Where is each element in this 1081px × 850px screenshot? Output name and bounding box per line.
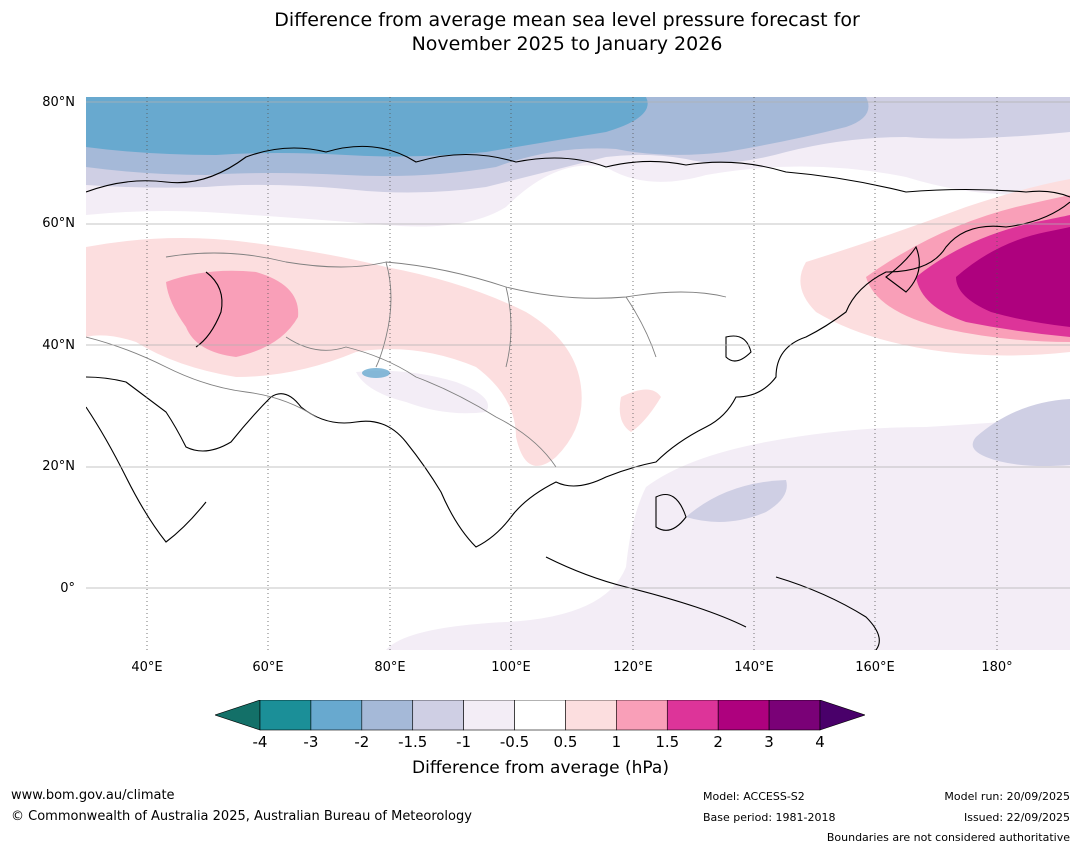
footer-website[interactable]: www.bom.gov.au/climate bbox=[11, 788, 175, 803]
map-svg bbox=[86, 97, 1070, 650]
colorbar-tick-label: 4 bbox=[815, 733, 825, 751]
colorbar-tick-label: -1 bbox=[456, 733, 472, 751]
footer-boundaries-note: Boundaries are not considered authoritat… bbox=[826, 831, 1070, 844]
footer-base-period: Base period: 1981-2018 bbox=[703, 811, 836, 824]
colorbar-tick-label: 2 bbox=[713, 733, 723, 751]
colorbar-tick-label: 1.5 bbox=[655, 733, 680, 751]
colorbar-segment bbox=[717, 699, 770, 731]
anomaly-region-plus-0.5-east-china bbox=[619, 389, 661, 432]
title-line-2: November 2025 to January 2026 bbox=[411, 33, 723, 55]
footer-issued: Issued: 22/09/2025 bbox=[963, 811, 1070, 824]
colorbar bbox=[214, 699, 866, 732]
colorbar-svg bbox=[214, 699, 866, 731]
chart-title: Difference from average mean sea level p… bbox=[0, 8, 1081, 56]
colorbar-segment bbox=[412, 699, 464, 731]
colorbar-extend-low bbox=[214, 699, 261, 731]
anomaly-region-plus-1-central-asia bbox=[166, 270, 299, 357]
anomaly-region-plus-2-north-pacific bbox=[956, 227, 1070, 327]
colorbar-segment bbox=[565, 699, 617, 731]
lon-label-80e: 80°E bbox=[374, 660, 406, 675]
country-borders bbox=[86, 252, 727, 468]
title-line-1: Difference from average mean sea level p… bbox=[274, 9, 860, 31]
lon-label-60e: 60°E bbox=[252, 660, 284, 675]
anomaly-region-minus-1-philippine-sea bbox=[686, 480, 787, 522]
lon-label-100e: 100°E bbox=[491, 660, 531, 675]
lat-label-80n: 80°N bbox=[42, 95, 75, 110]
colorbar-segment bbox=[514, 699, 566, 731]
colorbar-tick-label: 0.5 bbox=[553, 733, 578, 751]
lon-label-140e: 140°E bbox=[734, 660, 774, 675]
colorbar-tick-label: 3 bbox=[764, 733, 774, 751]
lat-label-20n: 20°N bbox=[42, 459, 75, 474]
colorbar-extend-high bbox=[819, 699, 866, 731]
lat-label-0: 0° bbox=[60, 581, 75, 596]
pressure-anomaly-map bbox=[86, 97, 1070, 650]
anomaly-region-minus-0.5-pacific bbox=[386, 417, 1070, 650]
coastlines bbox=[86, 145, 1070, 650]
colorbar-label: Difference from average (hPa) bbox=[412, 758, 669, 778]
footer-model: Model: ACCESS-S2 bbox=[703, 790, 805, 803]
colorbar-tick-label: -3 bbox=[303, 733, 319, 751]
colorbar-segment bbox=[666, 699, 719, 731]
footer-model-run: Model run: 20/09/2025 bbox=[944, 790, 1070, 803]
colorbar-tick-label: -0.5 bbox=[499, 733, 530, 751]
colorbar-segment bbox=[310, 699, 363, 731]
colorbar-tick-label: -2 bbox=[354, 733, 370, 751]
lat-label-40n: 40°N bbox=[42, 338, 75, 353]
anomaly-region-minus-0.5-tibet bbox=[356, 370, 488, 414]
colorbar-tick-label: -1.5 bbox=[398, 733, 428, 751]
colorbar-tick-label: 1 bbox=[611, 733, 622, 751]
colorbar-segment bbox=[463, 699, 515, 731]
colorbar-segment bbox=[616, 699, 668, 731]
lon-label-40e: 40°E bbox=[131, 660, 163, 675]
anomaly-region-minus-2-himalaya bbox=[362, 368, 390, 378]
longitude-gridlines bbox=[146, 97, 998, 650]
colorbar-segment bbox=[361, 699, 414, 731]
latitude-gridlines bbox=[86, 101, 1070, 589]
footer-copyright: © Commonwealth of Australia 2025, Austra… bbox=[11, 809, 472, 824]
lon-label-160e: 160°E bbox=[855, 660, 895, 675]
anomaly-region-minus-2 bbox=[86, 97, 648, 157]
lon-label-180: 180° bbox=[981, 660, 1013, 675]
colorbar-segment bbox=[259, 699, 312, 731]
lat-label-60n: 60°N bbox=[42, 216, 75, 231]
lon-label-120e: 120°E bbox=[613, 660, 653, 675]
colorbar-segment bbox=[768, 699, 821, 731]
colorbar-tick-label: -4 bbox=[252, 733, 268, 751]
